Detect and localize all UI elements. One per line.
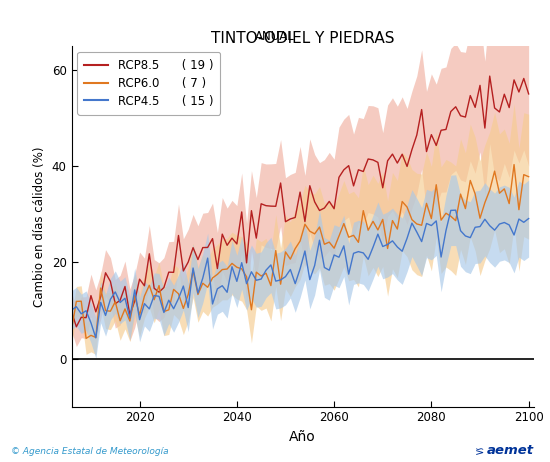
Text: ⪞: ⪞ — [475, 447, 484, 457]
Legend: RCP8.5      ( 19 ), RCP6.0      ( 7 ), RCP4.5      ( 15 ): RCP8.5 ( 19 ), RCP6.0 ( 7 ), RCP4.5 ( 15… — [78, 52, 220, 115]
Text: aemet: aemet — [486, 444, 534, 457]
Text: © Agencia Estatal de Meteorología: © Agencia Estatal de Meteorología — [11, 448, 169, 456]
Y-axis label: Cambio en días cálidos (%): Cambio en días cálidos (%) — [33, 146, 46, 307]
X-axis label: Año: Año — [289, 430, 316, 444]
Title: TINTO-ODIEL Y PIEDRAS: TINTO-ODIEL Y PIEDRAS — [211, 31, 394, 46]
Text: ANUAL: ANUAL — [255, 30, 295, 43]
